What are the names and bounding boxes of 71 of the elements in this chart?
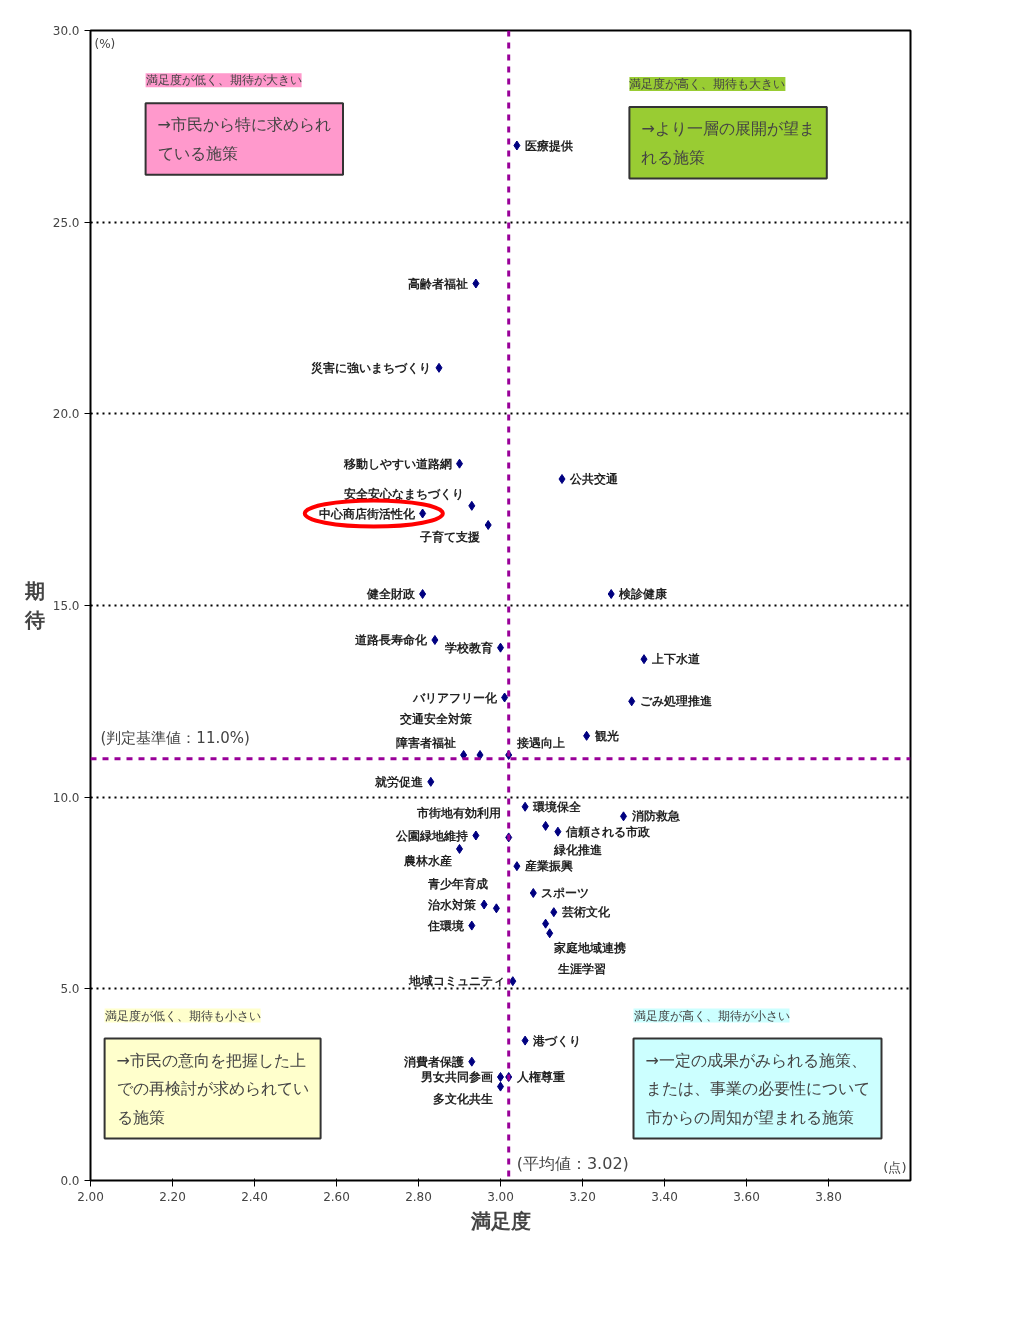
annotation: 移動しやすい道路網: [342, 456, 452, 471]
x-tick-label: 3.40: [651, 1189, 678, 1204]
y-tick-label: 5.0: [60, 982, 80, 997]
annotation: 医療提供: [524, 138, 573, 153]
annotation: 中心商店街活性化: [318, 506, 416, 521]
annotation: 子育て支援: [419, 530, 482, 544]
y-tick-label: 30.0: [52, 24, 80, 38]
annotation: 安全安心なまちづくり: [343, 486, 464, 501]
x-tick-label: 3.80: [815, 1189, 842, 1204]
x-axis-title: 満足度: [469, 1208, 531, 1233]
annotation: 多文化共生: [432, 1091, 493, 1106]
annotation: 環境保全: [532, 799, 583, 814]
y-tick-label: 15.0: [52, 599, 80, 613]
annotation: 消費者保護: [402, 1054, 464, 1069]
annotation: 市街地有効利用: [415, 806, 501, 821]
annotation: 障害者福祉: [395, 736, 456, 750]
annotation: 緑化推進: [552, 842, 603, 857]
annotation: 治水対策: [427, 897, 478, 912]
annotation: 交通安全対策: [399, 712, 473, 726]
annotation: 港づくり: [532, 1033, 582, 1048]
annotation: 学校教育: [444, 640, 493, 655]
x-tick-label: 3.60: [733, 1189, 760, 1204]
annotation: →一定の成果がみられる施策、または、事業の必要性について市からの周知が望まれる施策: [645, 1050, 870, 1127]
annotation: 信頼される市政: [564, 824, 651, 839]
annotation: 接遇向上: [515, 736, 565, 750]
annotation: →市民の意向を把握した上での再検討が求められている施策: [116, 1050, 309, 1127]
annotation: 人権尊重: [515, 1070, 565, 1084]
x-tick-label: 3.00: [487, 1189, 514, 1204]
annotation: 地域コミュニティ: [407, 974, 505, 989]
annotation: 災害に強いまちづくり: [310, 360, 431, 375]
annotation: 芸術文化: [560, 905, 611, 920]
annotation: 農林水産: [402, 853, 452, 868]
annotation: 満足度が低く、期待も小さい: [104, 1008, 261, 1023]
x-tick-label: 3.20: [569, 1189, 596, 1204]
annotation: 満足度が低く、期待が大きい: [145, 73, 302, 88]
ref-line-label: (平均値：3.02): [516, 1153, 629, 1173]
y-tick-label: 10.0: [52, 790, 80, 805]
annotation: 観光: [593, 728, 619, 743]
annotation: (%): [94, 36, 116, 51]
annotation: (点): [883, 1159, 907, 1175]
annotation: 男女共同参画: [419, 1070, 493, 1084]
annotation: スポーツ: [541, 886, 590, 900]
annotation: 消防救急: [630, 809, 681, 824]
annotation: →より一層の展開が望まれる施策: [641, 119, 815, 167]
x-tick-label: 2.20: [159, 1189, 186, 1204]
x-tick-label: 2.80: [405, 1189, 432, 1204]
annotation: 青少年育成: [427, 877, 489, 892]
annotation: 生涯学習: [556, 962, 606, 977]
annotation: 道路長寿命化: [353, 633, 428, 647]
x-tick-label: 2.00: [77, 1189, 104, 1204]
annotation: ごみ処理推進: [639, 694, 713, 709]
annotation: 就労促進: [373, 774, 424, 789]
annotation: 満足度が高く、期待が小さい: [633, 1008, 790, 1023]
x-tick-label: 2.40: [241, 1189, 268, 1204]
annotation: 産業振興: [523, 859, 573, 874]
annotation: 健全財政: [365, 587, 416, 601]
x-tick-label: 2.60: [323, 1189, 350, 1204]
annotation: →市民から特に求められている施策: [157, 115, 332, 163]
y-axis-title: 期待: [23, 579, 45, 632]
annotation: 公共交通: [569, 472, 619, 486]
y-tick-label: 20.0: [52, 407, 80, 422]
ref-line-label: (判定基準値：11.0%): [100, 728, 250, 747]
annotation: 高齢者福祉: [407, 276, 468, 291]
y-tick-label: 25.0: [52, 215, 80, 230]
annotation: 住環境: [426, 918, 465, 933]
annotation: 上下水道: [651, 652, 701, 667]
annotation: バリアフリー化: [411, 690, 498, 705]
y-tick-label: 0.0: [60, 1174, 80, 1188]
annotation: 検診健康: [618, 587, 669, 601]
annotation: 公園緑地維持: [394, 828, 468, 843]
annotation: 家庭地域連携: [552, 940, 626, 955]
